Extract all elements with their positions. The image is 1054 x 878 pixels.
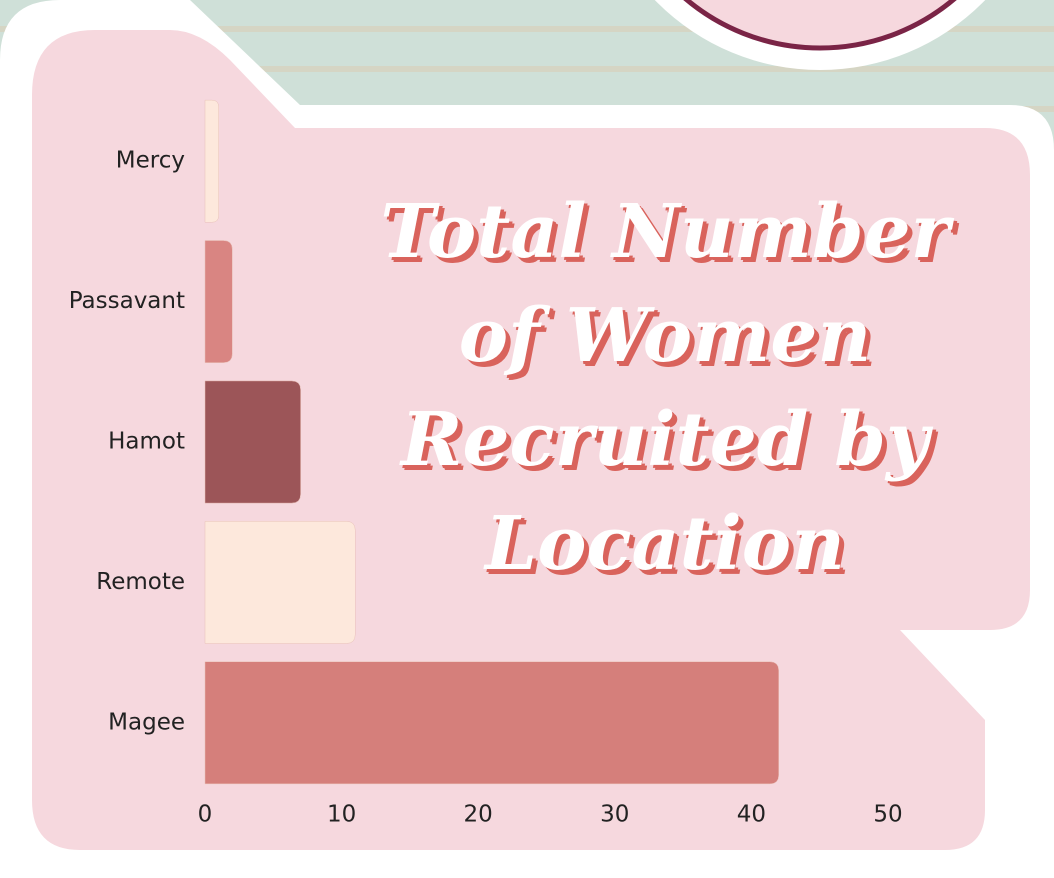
bar — [205, 381, 301, 503]
chart-title: Total Number of Women Recruited by Locat… — [330, 180, 1000, 596]
y-tick-label: Hamot — [108, 429, 185, 455]
x-tick-label: 0 — [198, 802, 213, 828]
bar — [205, 662, 779, 784]
x-tick-label: 40 — [737, 802, 766, 828]
x-tick-label: 10 — [327, 802, 356, 828]
y-tick-label: Remote — [96, 569, 185, 595]
x-tick-label: 50 — [873, 802, 902, 828]
bar — [205, 100, 219, 222]
x-tick-label: 30 — [600, 802, 629, 828]
page: {"chart_data": {"type": "hbar", "title":… — [0, 0, 1054, 878]
y-tick-label: Mercy — [116, 148, 185, 174]
y-tick-label: Magee — [108, 709, 185, 735]
y-tick-label: Passavant — [69, 288, 185, 314]
x-tick-label: 20 — [464, 802, 493, 828]
bar — [205, 241, 232, 363]
